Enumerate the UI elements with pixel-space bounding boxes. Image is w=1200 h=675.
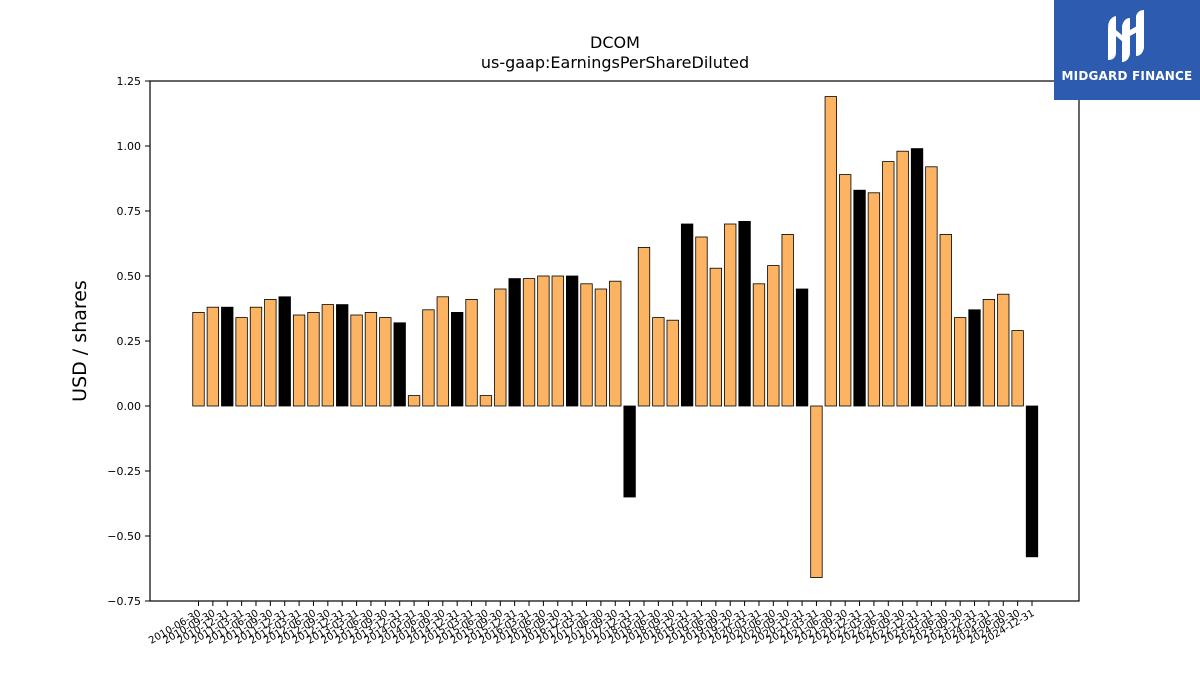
- chart-subtitle: us-gaap:EarningsPerShareDiluted: [481, 53, 749, 72]
- bar-2019-06-30: [709, 267, 722, 407]
- y-tick-label: 0.00: [117, 400, 142, 413]
- bar-2023-06-30: [939, 233, 952, 407]
- brand-logo: MIDGARD FINANCE: [1054, 0, 1200, 100]
- bar-2022-03-31: [867, 192, 881, 407]
- y-tick-label: −0.25: [107, 465, 141, 478]
- bar-2015-03-31: [465, 298, 478, 407]
- bar-2023-12-31: [968, 309, 981, 407]
- bar-2022-06-30: [882, 161, 895, 407]
- bar-2011-03-31: [235, 317, 248, 407]
- bar-2023-09-30: [953, 317, 967, 407]
- midgard-m-logo-icon: [1108, 10, 1144, 62]
- bar-2021-09-30: [839, 174, 852, 407]
- bar-2018-03-31: [637, 246, 651, 407]
- y-tick-label: 1.00: [117, 140, 142, 153]
- bars-group: [192, 96, 1039, 579]
- bar-2014-03-31: [407, 395, 421, 407]
- bar-2013-09-30: [379, 317, 392, 407]
- bar-2013-06-30: [364, 311, 378, 407]
- bar-2020-09-30: [781, 233, 794, 407]
- y-tick-label: −0.75: [107, 595, 141, 608]
- bar-2020-03-31: [752, 283, 766, 407]
- bar-2024-06-30: [997, 293, 1010, 407]
- bar-2014-06-30: [422, 309, 435, 407]
- bar-2011-09-30: [264, 298, 277, 407]
- bar-2020-06-30: [767, 265, 780, 407]
- bar-2012-09-30: [321, 304, 334, 407]
- bar-2010-12-31: [221, 306, 234, 407]
- bar-2023-03-31: [925, 166, 938, 407]
- bar-2016-06-30: [537, 275, 550, 407]
- bar-2021-06-30: [824, 96, 837, 407]
- x-axis: 2010-06-302010-09-302010-12-312011-03-31…: [147, 601, 1037, 647]
- plot-frame: [149, 80, 1080, 602]
- brand-name: MIDGARD FINANCE: [1061, 69, 1193, 83]
- bar-2016-12-31: [565, 275, 579, 407]
- bar-2012-03-31: [292, 314, 306, 407]
- bar-2018-12-31: [680, 223, 694, 407]
- bar-2019-09-30: [724, 223, 737, 407]
- bar-2015-06-30: [479, 395, 493, 407]
- bar-2020-12-31: [795, 288, 809, 407]
- bar-2017-09-30: [609, 280, 622, 407]
- bar-2024-12-31: [1025, 405, 1039, 558]
- bar-2019-03-31: [695, 236, 708, 407]
- bar-2010-06-30: [192, 311, 205, 407]
- bar-2017-03-31: [580, 283, 593, 407]
- bar-2011-12-31: [278, 296, 291, 407]
- bar-2011-06-30: [249, 306, 263, 407]
- bar-2019-12-31: [738, 220, 751, 407]
- bar-2024-09-30: [1011, 330, 1024, 407]
- bar-2017-06-30: [594, 288, 608, 407]
- y-axis-label: USD / shares: [69, 280, 91, 402]
- bar-2016-09-30: [551, 275, 564, 407]
- y-tick-label: 0.75: [117, 205, 142, 218]
- bar-2024-03-31: [982, 298, 996, 407]
- bar-2022-09-30: [896, 150, 909, 407]
- bar-2012-06-30: [307, 311, 320, 407]
- y-tick-label: 1.25: [117, 75, 142, 88]
- bar-2012-12-31: [336, 304, 349, 407]
- bar-2018-06-30: [652, 317, 665, 407]
- bar-2015-12-31: [508, 278, 521, 407]
- bar-2016-03-31: [522, 278, 536, 407]
- bar-2017-12-31: [623, 405, 636, 498]
- bar-2010-09-30: [206, 306, 220, 407]
- bar-2015-09-30: [494, 288, 507, 407]
- y-tick-label: 0.25: [117, 335, 142, 348]
- chart-title: DCOM: [590, 33, 640, 52]
- bar-2013-03-31: [350, 314, 363, 407]
- bar-2021-12-31: [853, 189, 866, 407]
- bar-2014-12-31: [451, 311, 464, 407]
- bar-2021-03-31: [810, 405, 823, 579]
- y-tick-label: −0.50: [107, 530, 141, 543]
- bar-2014-09-30: [436, 296, 449, 407]
- y-tick-label: 0.50: [117, 270, 142, 283]
- bar-2018-09-30: [666, 319, 679, 407]
- bar-2022-12-31: [910, 148, 924, 407]
- y-axis: 1.25 1.00 0.75 0.50 0.25 0.00 −0.25 −0.50 −0.75: [107, 75, 150, 608]
- bar-2013-12-31: [393, 322, 406, 407]
